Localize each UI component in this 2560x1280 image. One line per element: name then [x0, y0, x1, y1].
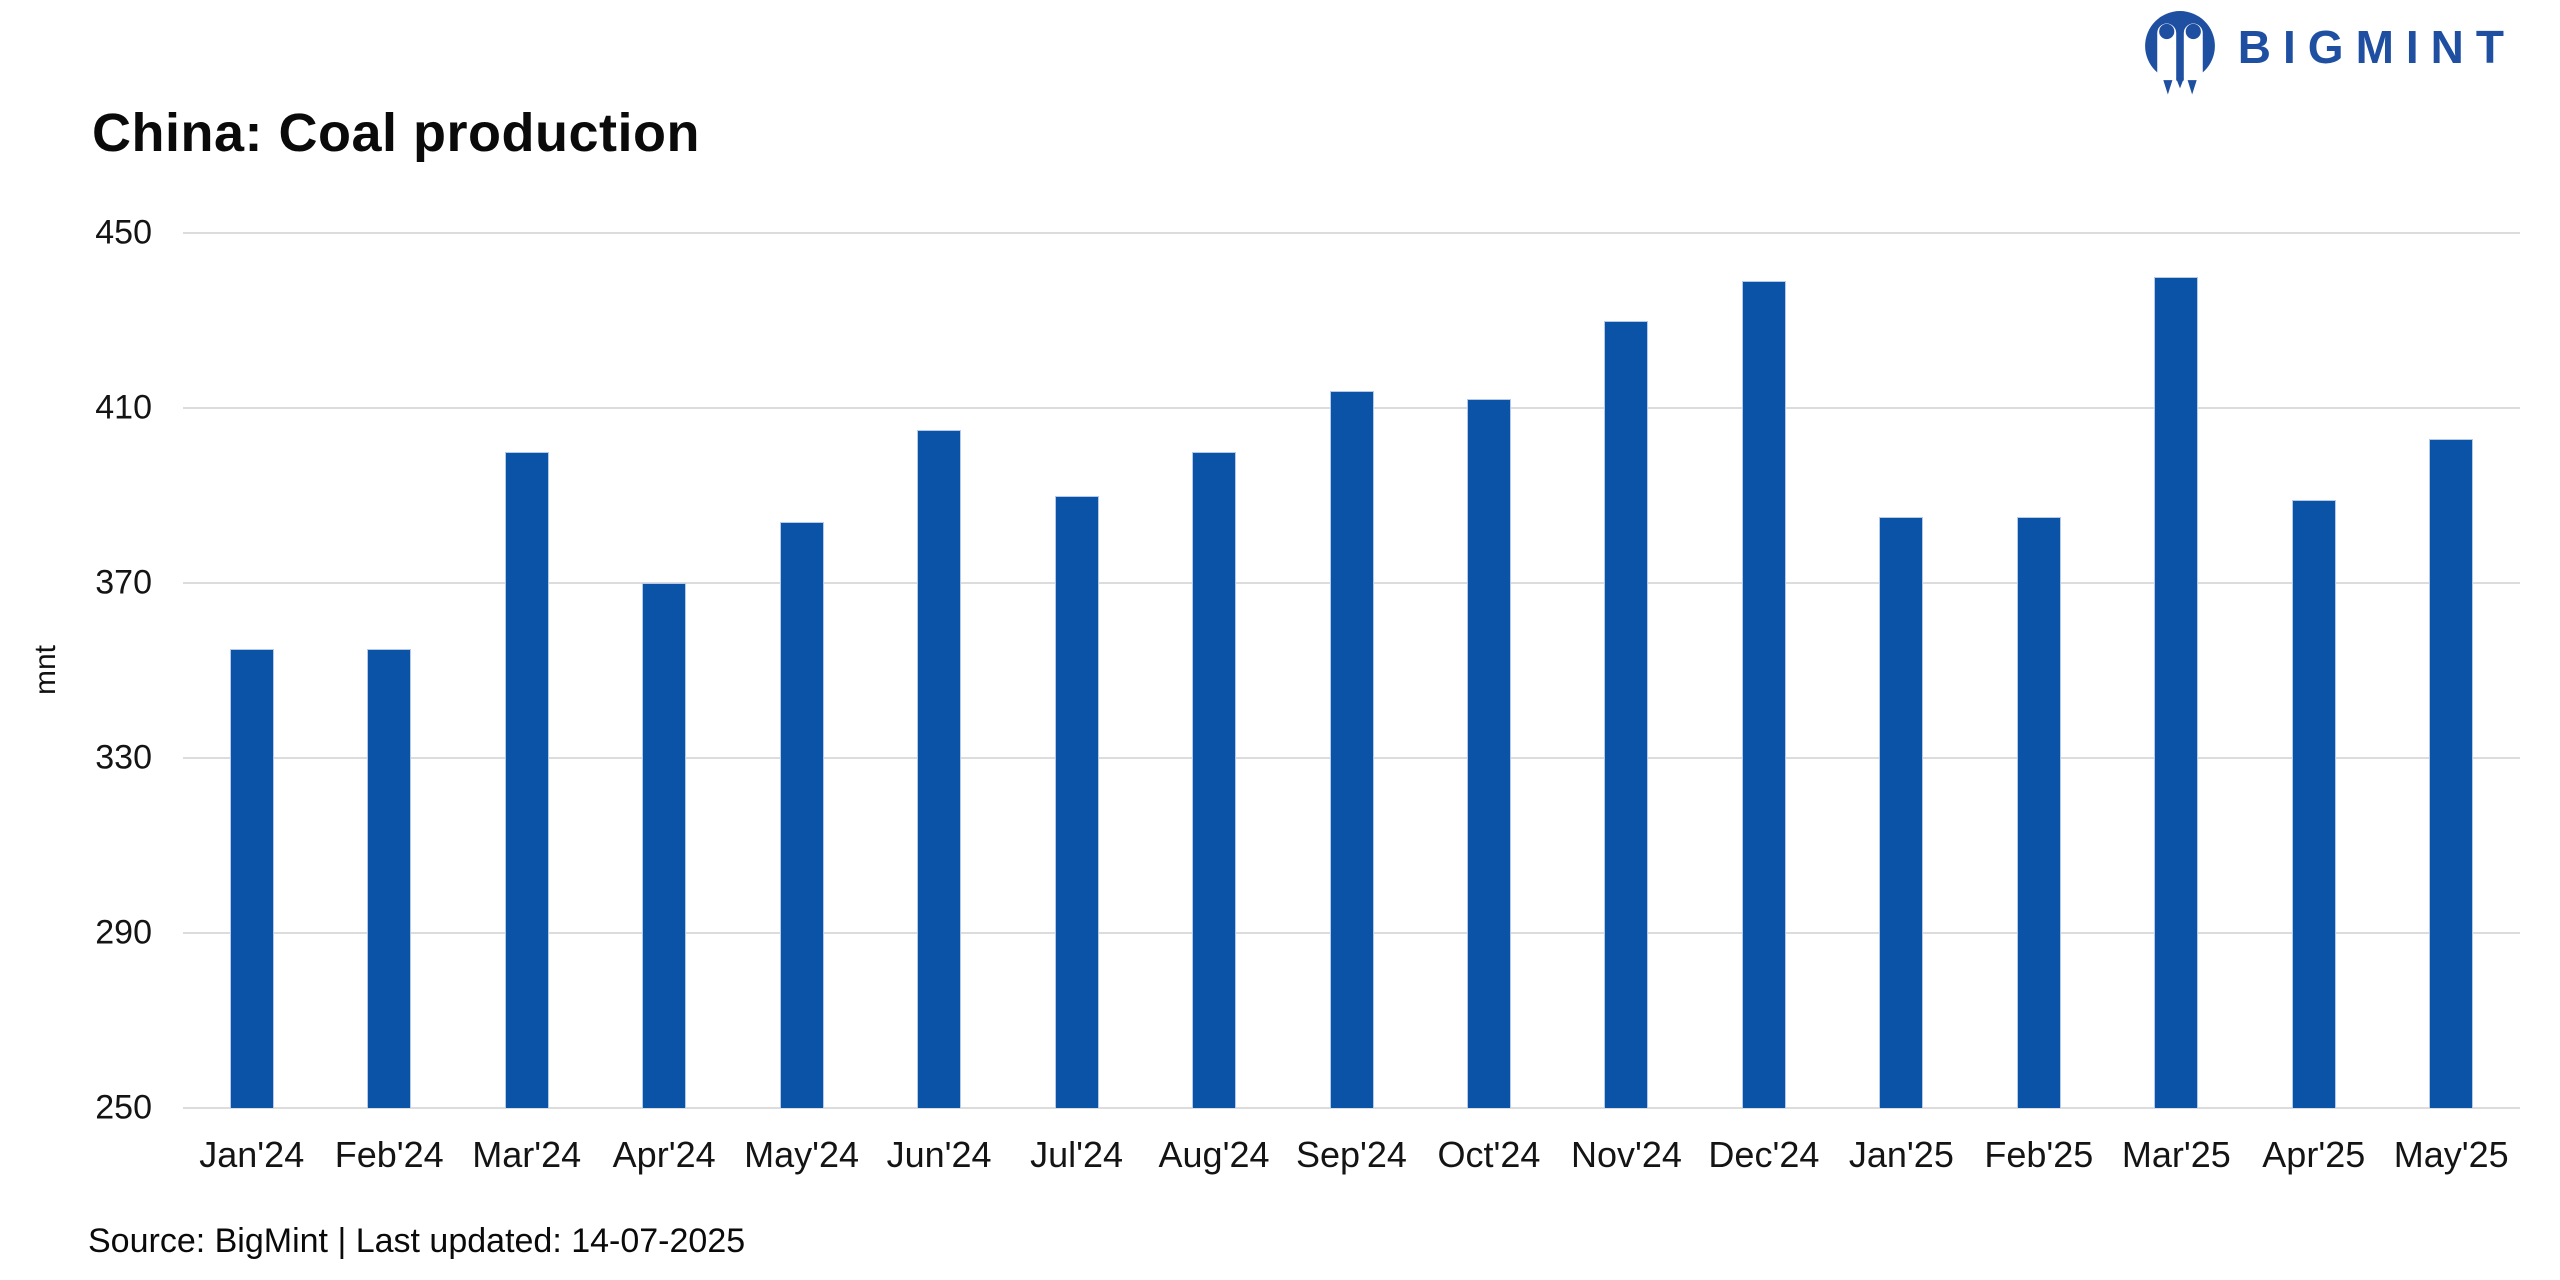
x-axis-tick-label: Sep'24	[1295, 1134, 1407, 1175]
y-axis-tick-labels: 250 290 330 370 410 450	[0, 214, 152, 1127]
bar	[1879, 517, 1924, 1108]
y-axis-tick-label: 290	[95, 913, 152, 952]
y-axis-tick-label: 370	[95, 563, 152, 602]
x-axis-tick-label: May'25	[2393, 1134, 2509, 1175]
x-axis-tick-label: Mar'25	[2121, 1134, 2231, 1175]
x-axis-tick-label: Feb'25	[1984, 1134, 2094, 1175]
x-axis-tick-labels: Jan'24 Feb'24 Mar'24 Apr'24 May'24 Jun'24 Jul'…	[183, 1134, 2520, 1176]
x-axis-tick-label: Dec'24	[1708, 1134, 1820, 1175]
bigmint-logo: BIGMINT	[2142, 8, 2516, 96]
bar	[2429, 438, 2474, 1108]
x-axis-tick-label: Jun'24	[886, 1134, 992, 1175]
source-line: Source: BigMint | Last updated: 14-07-20…	[88, 1222, 746, 1260]
x-axis-tick-label: Aug'24	[1158, 1134, 1270, 1175]
bar	[1192, 451, 1237, 1108]
bigmint-logo-mark-icon	[2144, 11, 2215, 95]
x-axis-tick-label: Apr'25	[2262, 1134, 2366, 1175]
x-axis-tick-label: Jan'24	[199, 1134, 305, 1175]
bar	[367, 648, 412, 1108]
bar	[779, 521, 824, 1108]
x-axis-tick-label: Oct'24	[1437, 1134, 1541, 1175]
bar	[1604, 320, 1649, 1108]
x-axis-tick-label: May'24	[744, 1134, 860, 1175]
chart-title: China: Coal production	[92, 103, 700, 163]
x-axis-tick-label: Jan'25	[1848, 1134, 1954, 1175]
gridline	[183, 232, 2520, 234]
y-axis-tick-label: 250	[95, 1088, 152, 1127]
bigmint-logo-text: BIGMINT	[2237, 21, 2516, 73]
bar	[1466, 399, 1511, 1108]
bar	[1329, 390, 1374, 1108]
bar	[2016, 517, 2061, 1108]
bar	[1054, 495, 1099, 1108]
plot-area	[183, 232, 2520, 1109]
bar	[917, 429, 962, 1108]
y-axis-tick-label: 450	[95, 213, 152, 252]
x-axis-tick-label: Nov'24	[1570, 1134, 1682, 1175]
x-axis-tick-label: Mar'24	[472, 1134, 582, 1175]
y-axis-tick-label: 330	[95, 738, 152, 777]
x-axis-tick-label: Jul'24	[1030, 1134, 1124, 1175]
x-axis-tick-label: Feb'24	[334, 1134, 444, 1175]
y-axis-tick-label: 410	[95, 388, 152, 427]
bar	[504, 451, 549, 1108]
gridline	[183, 1107, 2520, 1109]
bar	[642, 583, 687, 1108]
bar	[229, 648, 274, 1108]
bar	[1741, 281, 1786, 1108]
bar	[2291, 499, 2336, 1108]
bar	[2154, 276, 2199, 1108]
x-axis-tick-label: Apr'24	[612, 1134, 716, 1175]
